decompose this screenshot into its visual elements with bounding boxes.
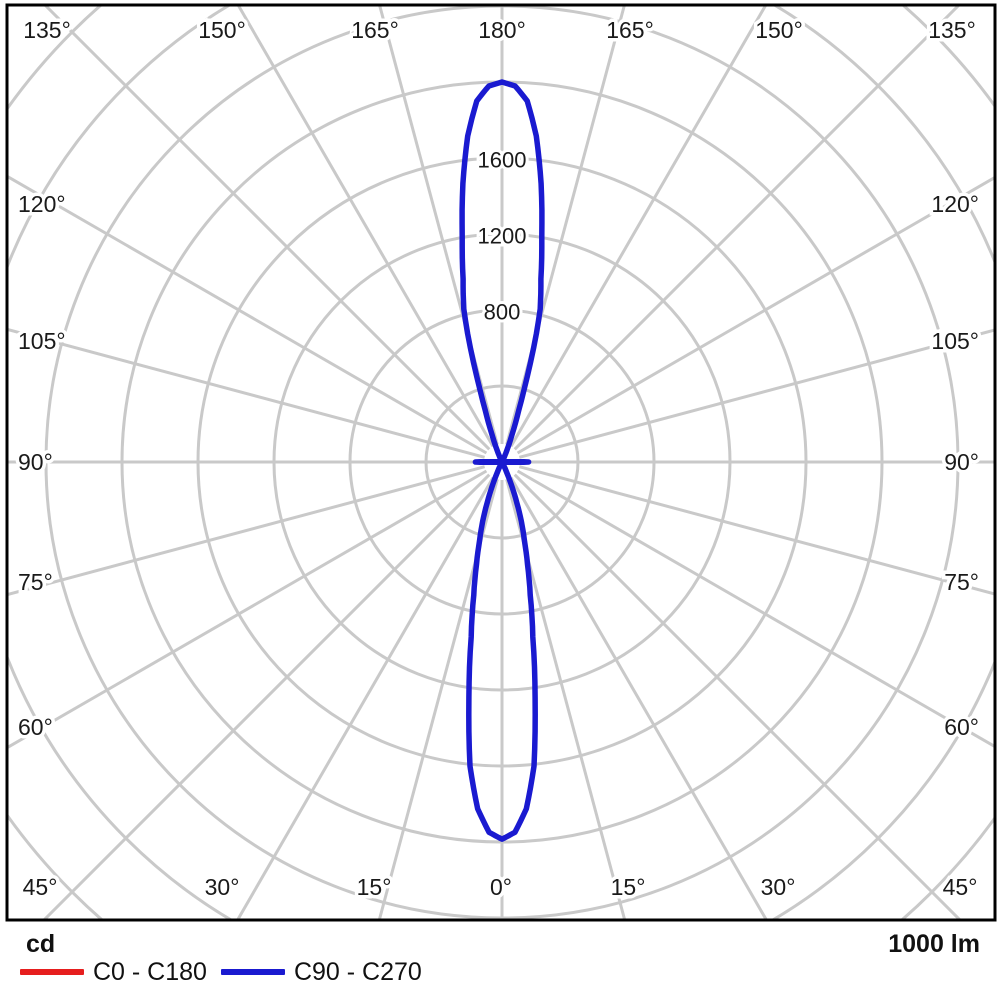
ring-label: 1600 (478, 148, 527, 173)
angle-labels: 135° 150° 165° 180° 165° 150° 135° 45° 30° 15° 0° 1… (15, 14, 983, 904)
angle-label: 120° (18, 191, 66, 217)
ring-label: 800 (484, 300, 521, 325)
unit-cd-label: cd (26, 930, 56, 958)
angle-label: 150° (755, 17, 803, 43)
angle-label: 135° (23, 17, 71, 43)
angle-label: 75° (944, 569, 979, 595)
angle-label: 90° (944, 449, 979, 475)
legend-line-red (20, 969, 84, 975)
angle-label: 15° (357, 874, 392, 900)
angle-label: 105° (18, 328, 66, 354)
angle-label: 90° (18, 449, 53, 475)
angle-label: 135° (928, 17, 976, 43)
angle-label: 30° (761, 874, 796, 900)
legend-label-c0-c180: C0 - C180 (93, 957, 207, 986)
intensity-curve-c90-c270 (459, 79, 545, 842)
curve-c90-c270 (459, 79, 545, 842)
angle-label: 120° (931, 191, 979, 217)
angle-label: 0° (490, 874, 512, 900)
flux-label: 1000 lm (888, 930, 980, 958)
legend: C0 - C180 C90 - C270 (20, 957, 422, 987)
angle-label: 45° (943, 874, 978, 900)
angle-label: 180° (478, 17, 526, 43)
angle-label: 30° (205, 874, 240, 900)
angle-label: 165° (606, 17, 654, 43)
angle-label: 165° (351, 17, 399, 43)
angle-label: 75° (18, 569, 53, 595)
angle-label: 60° (944, 714, 979, 740)
ring-label: 1200 (478, 224, 527, 249)
legend-item-c0-c180: C0 - C180 (20, 957, 207, 987)
angle-label: 15° (611, 874, 646, 900)
angle-label: 45° (23, 874, 58, 900)
angle-label: 60° (18, 714, 53, 740)
ring-labels: 800 1200 1600 (475, 145, 530, 328)
angle-label: 105° (931, 328, 979, 354)
legend-line-blue (220, 969, 285, 975)
plot-border (5, 3, 997, 922)
legend-item-c90-c270: C90 - C270 (220, 957, 422, 987)
angle-label: 150° (198, 17, 246, 43)
legend-label-c90-c270: C90 - C270 (293, 957, 422, 986)
